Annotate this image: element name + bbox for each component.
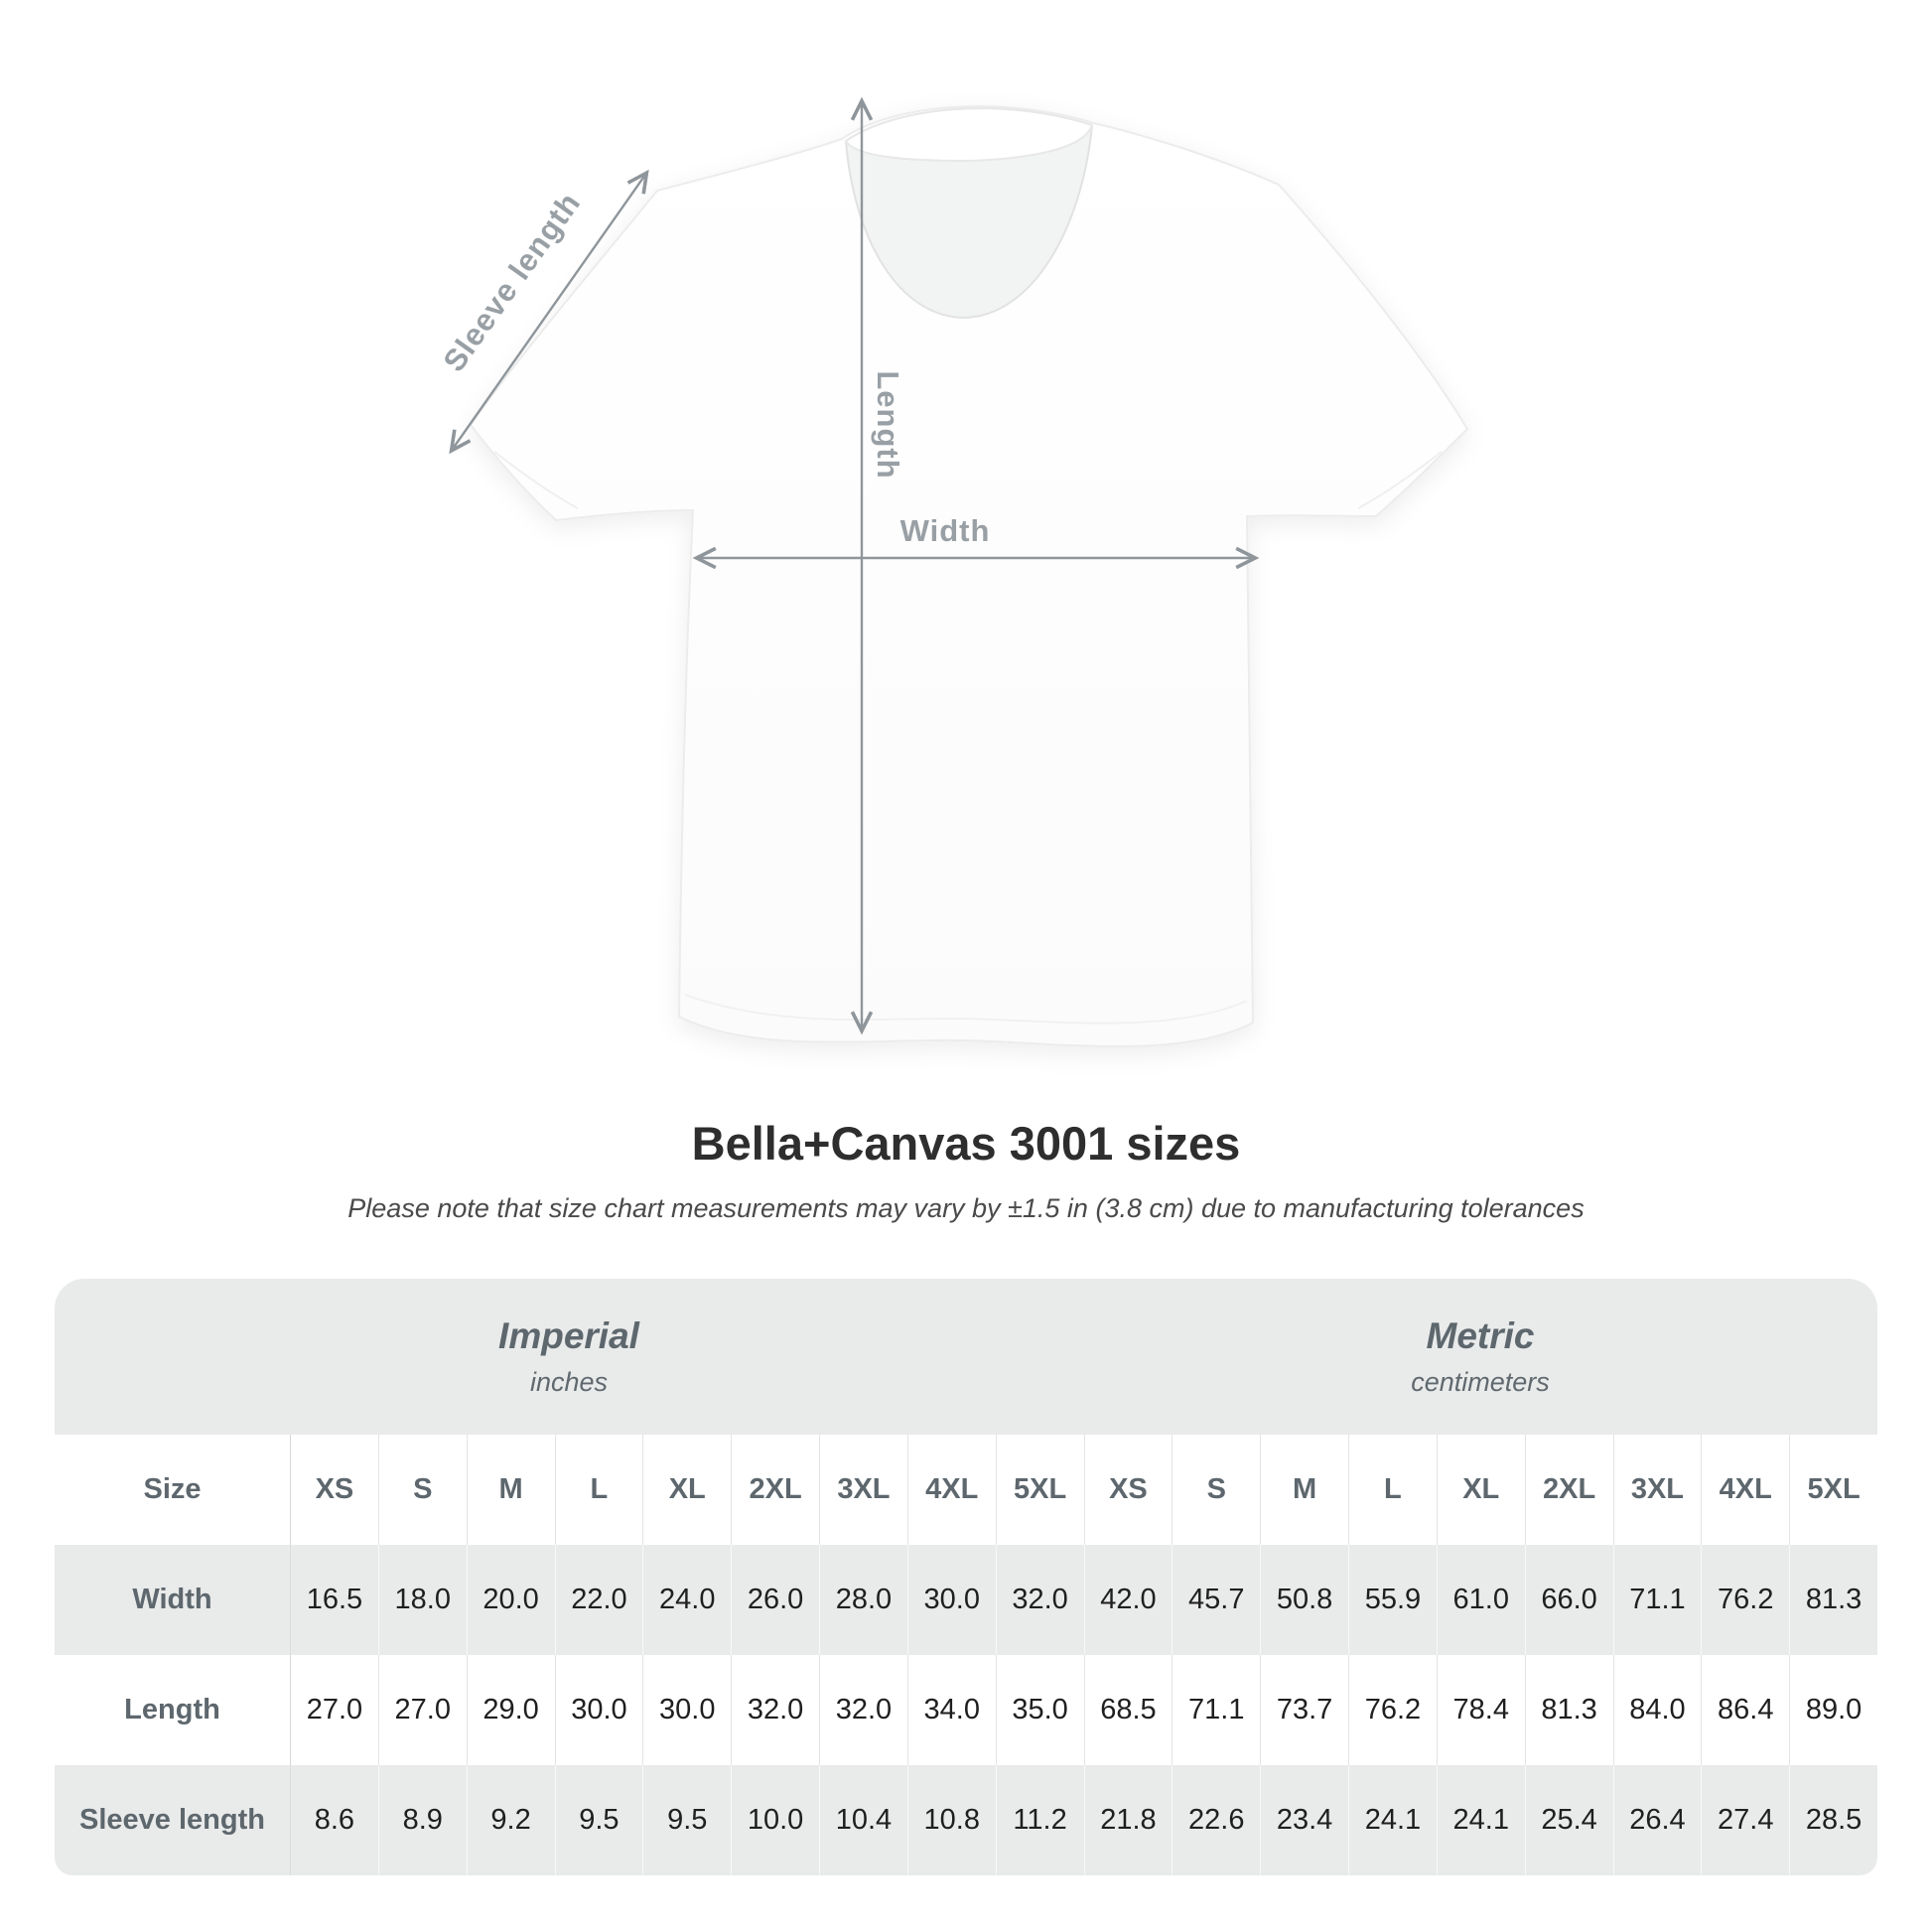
value-cell: 42.0 bbox=[1083, 1545, 1173, 1655]
value-cell: 16.5 bbox=[290, 1545, 378, 1655]
value-cell: 22.6 bbox=[1172, 1765, 1260, 1875]
value-cell: 10.8 bbox=[906, 1765, 996, 1875]
row-label: Length bbox=[124, 1694, 220, 1725]
value-cell: 26.0 bbox=[731, 1545, 819, 1655]
value-cell: 30.0 bbox=[642, 1655, 731, 1765]
imperial-label: Imperial bbox=[498, 1315, 639, 1356]
metric-label: Metric bbox=[1426, 1315, 1535, 1356]
unit-header-imperial: Imperial inches bbox=[55, 1279, 1083, 1435]
size-header-cell: S bbox=[377, 1435, 467, 1545]
row-label: Size bbox=[143, 1473, 202, 1505]
value-cell: 28.5 bbox=[1789, 1765, 1877, 1875]
sleeve-length-arrow bbox=[449, 169, 649, 455]
size-header-cell: L bbox=[554, 1435, 643, 1545]
page-title: Bella+Canvas 3001 sizes bbox=[691, 1117, 1241, 1170]
value-cell: 86.4 bbox=[1701, 1655, 1789, 1765]
value-cell: 76.2 bbox=[1348, 1655, 1437, 1765]
unit-header-metric: Metric centimeters bbox=[1083, 1279, 1877, 1435]
value-cell: 45.7 bbox=[1172, 1545, 1260, 1655]
value-cell: 27.0 bbox=[290, 1655, 378, 1765]
metric-unit-label: centimeters bbox=[1411, 1367, 1550, 1397]
size-header-cell: M bbox=[1260, 1435, 1348, 1545]
value-cell: 30.0 bbox=[906, 1545, 996, 1655]
value-cell: 68.5 bbox=[1083, 1655, 1173, 1765]
size-header-cell: 4XL bbox=[1701, 1435, 1789, 1545]
size-header-cell: 2XL bbox=[731, 1435, 819, 1545]
size-header-cell: XS bbox=[290, 1435, 378, 1545]
value-cell: 66.0 bbox=[1524, 1545, 1613, 1655]
imperial-unit-label: inches bbox=[529, 1367, 609, 1397]
value-cell: 29.0 bbox=[466, 1655, 555, 1765]
value-cell: 18.0 bbox=[377, 1545, 467, 1655]
value-cell: 23.4 bbox=[1260, 1765, 1348, 1875]
value-cell: 34.0 bbox=[906, 1655, 996, 1765]
value-cell: 76.2 bbox=[1701, 1545, 1789, 1655]
row-label: Width bbox=[132, 1584, 212, 1615]
table-row: Sleeve length 8.6 8.9 9.2 9.5 9.5 10.0 10.4 10.8… bbox=[55, 1765, 1877, 1875]
size-header-cell: S bbox=[1172, 1435, 1260, 1545]
value-cell: 27.4 bbox=[1701, 1765, 1789, 1875]
value-cell: 20.0 bbox=[466, 1545, 555, 1655]
value-cell: 84.0 bbox=[1612, 1655, 1702, 1765]
size-diagram: Width Length Sleeve length bbox=[436, 96, 1469, 1047]
value-cell: 50.8 bbox=[1260, 1545, 1348, 1655]
value-cell: 10.4 bbox=[819, 1765, 907, 1875]
size-header-cell: 5XL bbox=[995, 1435, 1084, 1545]
value-cell: 8.6 bbox=[290, 1765, 378, 1875]
value-cell: 11.2 bbox=[995, 1765, 1084, 1875]
table-row: Length 27.0 27.0 29.0 30.0 30.0 32.0 32.0 34.0 35… bbox=[55, 1655, 1877, 1765]
row-label: Sleeve length bbox=[79, 1804, 265, 1836]
size-header-cell: 3XL bbox=[819, 1435, 907, 1545]
page-subtitle: Please note that size chart measurements… bbox=[347, 1193, 1585, 1223]
value-cell: 27.0 bbox=[377, 1655, 467, 1765]
size-header-cell: 5XL bbox=[1789, 1435, 1877, 1545]
value-cell: 24.1 bbox=[1348, 1765, 1437, 1875]
length-label: Length bbox=[871, 370, 905, 479]
unit-band: Imperial inches Metric centimeters bbox=[55, 1279, 1877, 1435]
value-cell: 9.2 bbox=[466, 1765, 555, 1875]
tshirt-graphic bbox=[469, 105, 1469, 1047]
table-row: Width 16.5 18.0 20.0 22.0 24.0 26.0 28.0 30.0 32.… bbox=[55, 1545, 1877, 1655]
value-cell: 10.0 bbox=[731, 1765, 819, 1875]
value-cell: 35.0 bbox=[995, 1655, 1084, 1765]
size-header-cell: XL bbox=[642, 1435, 731, 1545]
value-cell: 71.1 bbox=[1612, 1545, 1702, 1655]
value-cell: 73.7 bbox=[1260, 1655, 1348, 1765]
value-cell: 25.4 bbox=[1524, 1765, 1613, 1875]
table-rows: Size XS S M L XL 2XL 3XL 4XL 5XL XS S M L XL 2XL 3XL 4XL 5… bbox=[55, 1435, 1877, 1875]
width-label: Width bbox=[900, 513, 991, 548]
size-header-cell: XL bbox=[1436, 1435, 1525, 1545]
value-cell: 78.4 bbox=[1436, 1655, 1525, 1765]
value-cell: 24.0 bbox=[642, 1545, 731, 1655]
size-header-cell: 3XL bbox=[1612, 1435, 1702, 1545]
size-header-cell: XS bbox=[1083, 1435, 1173, 1545]
value-cell: 32.0 bbox=[731, 1655, 819, 1765]
value-cell: 89.0 bbox=[1789, 1655, 1877, 1765]
size-header-row: Size XS S M L XL 2XL 3XL 4XL 5XL XS S M L XL 2XL 3XL 4XL 5… bbox=[55, 1435, 1877, 1545]
value-cell: 81.3 bbox=[1789, 1545, 1877, 1655]
size-header-cell: M bbox=[466, 1435, 555, 1545]
value-cell: 30.0 bbox=[554, 1655, 643, 1765]
value-cell: 55.9 bbox=[1348, 1545, 1437, 1655]
value-cell: 32.0 bbox=[995, 1545, 1084, 1655]
value-cell: 21.8 bbox=[1083, 1765, 1173, 1875]
value-cell: 8.9 bbox=[377, 1765, 467, 1875]
value-cell: 24.1 bbox=[1436, 1765, 1525, 1875]
value-cell: 9.5 bbox=[642, 1765, 731, 1875]
value-cell: 22.0 bbox=[554, 1545, 643, 1655]
size-table: Imperial inches Metric centimeters Size X… bbox=[55, 1279, 1877, 1875]
value-cell: 81.3 bbox=[1524, 1655, 1613, 1765]
value-cell: 26.4 bbox=[1612, 1765, 1702, 1875]
value-cell: 71.1 bbox=[1172, 1655, 1260, 1765]
value-cell: 32.0 bbox=[819, 1655, 907, 1765]
value-cell: 61.0 bbox=[1436, 1545, 1525, 1655]
size-header-cell: L bbox=[1348, 1435, 1437, 1545]
size-header-cell: 2XL bbox=[1524, 1435, 1613, 1545]
size-header-cell: 4XL bbox=[906, 1435, 996, 1545]
value-cell: 9.5 bbox=[554, 1765, 643, 1875]
value-cell: 28.0 bbox=[819, 1545, 907, 1655]
